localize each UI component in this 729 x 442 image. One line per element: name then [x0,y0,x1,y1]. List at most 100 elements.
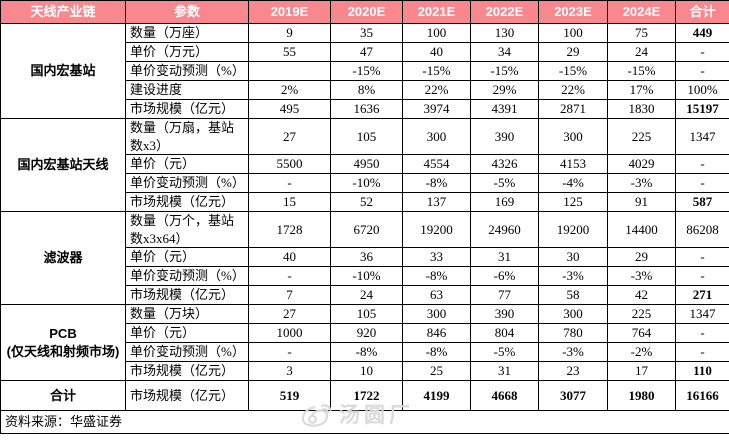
summary-value-cell: 3077 [538,380,608,412]
value-cell: 27 [248,117,331,156]
table-row: 市场规模（亿元） 7 24 63 77 58 42 271 [1,285,729,306]
row-total-cell: 1347 [675,304,729,325]
table-row: 单价（元） 1000 920 846 804 780 764- [1,323,729,344]
table-row: 滤波器 数量（万个，基站数x3x64） 1728 6720 19200 24960 1920… [0,211,729,306]
value-cell: 40 [402,42,471,62]
param-cell: 单价（元） [125,247,249,268]
value-cell: 7 [248,285,331,306]
row-total-cell: 110 [675,361,729,382]
value-cell: 100 [538,23,608,43]
value-cell: 8% [330,80,403,100]
value-cell: 3 [248,361,331,382]
param-cell: 市场规模（亿元） [125,285,249,306]
value-cell: 31 [470,247,539,268]
value-cell: 169 [470,192,539,213]
source-note: 资料来源：华盛证券 [0,410,729,435]
value-cell: 55 [248,42,331,62]
summary-value-cell: 519 [248,380,331,412]
summary-value-cell: 1722 [330,380,403,412]
value-cell: 225 [607,117,676,156]
value-cell: 17% [607,80,676,100]
value-cell: 9 [248,23,331,43]
value-cell: -8% [402,173,471,194]
row-total-cell: - [675,42,729,62]
value-cell: -10% [330,173,403,194]
value-cell: 1830 [607,99,676,119]
col-header-year: 2019E [248,0,331,24]
row-total-cell: - [675,323,729,344]
table-row: 市场规模（亿元） 15 52 137 169 125 91 587 [1,192,729,213]
value-cell: 31 [470,361,539,382]
value-cell: 300 [538,304,608,325]
value-cell: -3% [538,342,608,363]
value-cell: 42 [607,285,676,306]
param-cell: 市场规模（亿元） [125,99,249,119]
param-cell: 数量（万个，基站数x3x64） [125,211,249,249]
row-total-cell: - [675,266,729,287]
value-cell: 495 [248,99,331,119]
value-cell: 22% [402,80,471,100]
table-row: 单价变动预测（%） -15% -15% -15% -15% -15% - [1,61,729,81]
row-total-cell: 15197 [675,99,729,119]
value-cell: 58 [538,285,608,306]
value-cell: 15 [248,192,331,213]
value-cell: 19200 [402,211,471,249]
row-total-cell: - [675,342,729,363]
value-cell: -3% [607,266,676,287]
value-cell: - [248,342,331,363]
value-cell: 10 [330,361,403,382]
value-cell: -10% [330,266,403,287]
param-cell: 单价变动预测（%） [125,342,249,363]
value-cell: 300 [402,117,471,156]
value-cell: 105 [330,117,403,156]
value-cell: 34 [470,42,539,62]
param-cell: 单价变动预测（%） [125,266,249,287]
param-cell: 数量（万块） [125,304,249,325]
param-cell: 市场规模（亿元） [125,361,249,382]
value-cell: -8% [402,266,471,287]
value-cell: 77 [470,285,539,306]
value-cell: 2871 [538,99,608,119]
value-cell: - [248,266,331,287]
value-cell: 3974 [402,99,471,119]
table-row: 建设进度 2% 8% 22% 29% 22% 17% 100% [1,80,729,100]
col-header-year: 2020E [330,0,403,24]
row-total-cell: - [675,247,729,268]
row-total-cell: 587 [675,192,729,213]
value-cell: 63 [402,285,471,306]
param-cell: 数量（万扇，基站数x3） [125,117,249,156]
value-cell: -6% [470,266,539,287]
value-cell: 24 [607,42,676,62]
param-cell: 单价（元） [125,154,249,175]
value-cell: 17 [607,361,676,382]
col-header-year: 2023E [538,0,608,24]
value-cell: -3% [538,266,608,287]
summary-param-cell: 市场规模（亿元） [125,380,249,412]
row-total-cell: - [675,173,729,194]
value-cell: 4554 [402,154,471,175]
row-total-cell: 449 [675,23,729,43]
param-cell: 建设进度 [125,80,249,100]
row-total-cell: 86208 [675,211,729,249]
value-cell: 24 [330,285,403,306]
value-cell: 30 [538,247,608,268]
table-header: 天线产业链 参数 2019E 2020E 2021E 2022E 2023E 2024E 合计 [0,0,729,24]
table-row: 国内宏基站 数量（万座） 9 35 100 130 100 75 449 [0,23,729,119]
value-cell: 125 [538,192,608,213]
value-cell: 300 [402,304,471,325]
value-cell: -5% [470,173,539,194]
col-header-year: 2021E [402,0,471,24]
value-cell: 27 [248,304,331,325]
col-header-year: 2024E [607,0,676,24]
value-cell: 130 [470,23,539,43]
value-cell: 6720 [330,211,403,249]
value-cell: 75 [607,23,676,43]
value-cell: -15% [538,61,608,81]
param-cell: 单价（万元） [125,42,249,62]
value-cell: 390 [470,117,539,156]
value-cell: -3% [607,173,676,194]
category-cell: 国内宏基站天线 [0,117,126,213]
value-cell: 5500 [248,154,331,175]
table-row: 市场规模（亿元） 495 1636 3974 4391 2871 1830 15197 [1,99,729,119]
